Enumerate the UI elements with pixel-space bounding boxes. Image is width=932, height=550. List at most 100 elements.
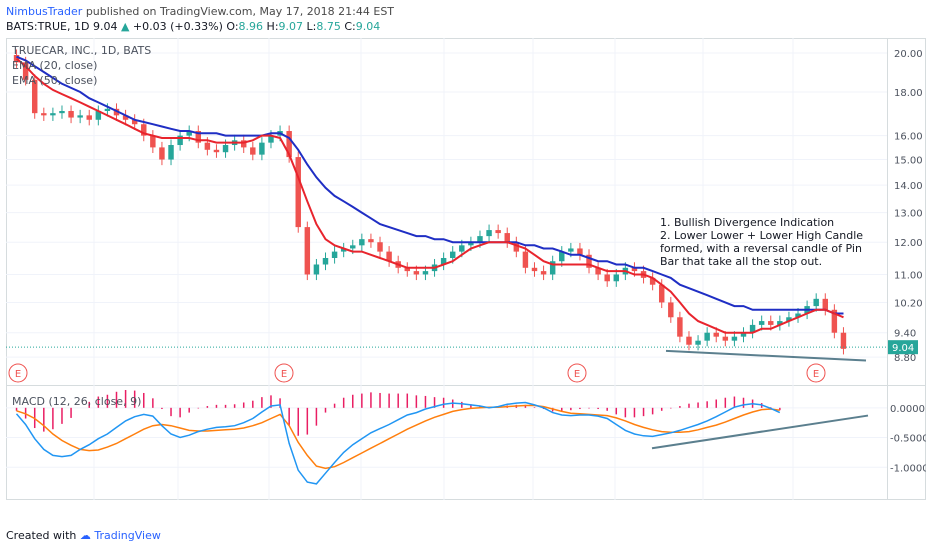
candle-body <box>250 147 256 155</box>
candle-body <box>704 332 710 341</box>
macd-histogram-bar <box>470 404 472 408</box>
price-tick-label: 16.00 <box>894 132 923 143</box>
price-tick-label: 9.40 <box>894 329 916 340</box>
candle-body <box>586 254 592 268</box>
macd-histogram-bar <box>415 395 418 408</box>
price-tick-label: 15.00 <box>894 156 923 167</box>
candle-body <box>559 251 565 262</box>
candle-body <box>686 336 692 345</box>
candle-body <box>731 336 738 341</box>
macd-histogram-bar <box>624 407 627 418</box>
footer: Created with ☁ TradingView <box>0 520 932 550</box>
candle-body <box>522 251 529 268</box>
tradingview-brand-link[interactable]: TradingView <box>94 529 161 542</box>
last-price: 9.04 <box>92 20 118 33</box>
close-value: 9.04 <box>355 20 381 33</box>
candle-body <box>822 298 829 310</box>
candle-body <box>549 261 556 275</box>
candle-body <box>786 317 792 322</box>
macd-histogram-bar <box>179 407 181 418</box>
price-chart[interactable]: E E E E 20.00 18.00 16.00 15.00 14.00 13.00 12.00… <box>6 38 929 518</box>
tradingview-logo-icon: ☁ <box>79 529 91 542</box>
chart-header: NimbusTrader published on TradingView.co… <box>0 0 932 38</box>
candle-body <box>150 135 156 148</box>
candle-body <box>340 248 347 252</box>
macd-tick-label: -1.0000 <box>890 463 926 474</box>
candle-body <box>777 321 783 325</box>
candle-body <box>295 157 301 228</box>
earnings-marker-label: E <box>15 369 21 380</box>
current-price-label: 9.04 <box>892 343 914 354</box>
open-value: 8.96 <box>238 20 264 33</box>
candle-body <box>495 230 501 234</box>
candle-body <box>768 321 774 325</box>
candle-body <box>695 340 701 345</box>
candle-body <box>595 267 601 275</box>
candle-body <box>359 239 365 246</box>
macd-histogram-bar <box>297 407 299 436</box>
macd-histogram-bar <box>715 399 717 408</box>
candle-body <box>722 336 729 341</box>
macd-histogram-bar <box>106 394 109 408</box>
macd-histogram-bar <box>742 397 745 408</box>
macd-histogram-bar <box>633 407 636 418</box>
macd-histogram-bar <box>606 407 608 411</box>
candle-body <box>122 115 129 120</box>
macd-histogram-bar <box>724 397 727 408</box>
candle-body <box>41 113 47 116</box>
close-label: C: <box>344 20 356 33</box>
macd-signal-line <box>16 404 780 470</box>
macd-histogram-bar <box>642 407 645 417</box>
macd-tick-label: 0.0000 <box>890 404 925 415</box>
candle-body <box>22 62 29 80</box>
macd-histogram-bar <box>215 404 218 408</box>
candle-body <box>195 131 202 143</box>
publish-info: NimbusTrader published on TradingView.co… <box>6 5 394 18</box>
candle-body <box>649 277 656 285</box>
candle-body <box>186 131 192 136</box>
candle-body <box>840 332 847 349</box>
created-with-label: Created with <box>6 529 77 542</box>
candle-body <box>322 257 329 265</box>
macd-histogram-bar <box>70 407 72 418</box>
ema20-line <box>15 57 844 334</box>
macd-histogram-bar <box>406 393 409 408</box>
legend-entry: EMA (20, close) <box>12 59 97 72</box>
candle-body <box>758 321 765 325</box>
candle-body <box>168 145 174 160</box>
candle-body <box>449 251 456 258</box>
candle-body <box>377 242 383 252</box>
macd-histogram-bar <box>152 398 154 408</box>
published-text: published on TradingView.com, May 17, 20… <box>85 5 395 18</box>
macd-histogram-bar <box>133 390 136 408</box>
macd-histogram-bar <box>206 406 209 408</box>
macd-histogram-bar <box>461 401 463 408</box>
earnings-marker <box>806 363 826 383</box>
macd-histogram-bar <box>706 401 708 408</box>
candle-body <box>304 227 311 275</box>
chart-frame[interactable]: E E E E 20.00 18.00 16.00 15.00 14.00 13.00 12.00… <box>6 38 929 518</box>
candle-body <box>204 142 211 150</box>
candle-body <box>404 267 411 272</box>
macd-histogram-bar <box>370 392 372 408</box>
macd-histogram-bar <box>342 397 345 408</box>
ohlc-readout: BATS:TRUE, 1D 9.04 ▲ +0.03 (+0.33%) O:8.… <box>6 20 380 33</box>
candle-body <box>677 317 683 337</box>
macd-histogram-bar <box>397 393 399 408</box>
macd-histogram-bar <box>170 407 172 417</box>
macd-histogram-bar <box>651 407 654 415</box>
author-link[interactable]: NimbusTrader <box>6 5 83 18</box>
macd-histogram-bar <box>306 407 309 435</box>
candle-body <box>486 230 492 237</box>
candle-body <box>740 332 747 337</box>
candle-body <box>31 79 38 114</box>
macd-trendline <box>651 414 869 450</box>
candle-body <box>468 242 474 246</box>
macd-histogram-bar <box>779 407 781 411</box>
macd-histogram-bar <box>588 407 590 409</box>
macd-histogram-bar <box>433 397 436 408</box>
macd-histogram-bar <box>61 407 63 424</box>
price-tick-label: 10.20 <box>894 298 923 309</box>
macd-histogram-bar <box>388 393 390 408</box>
